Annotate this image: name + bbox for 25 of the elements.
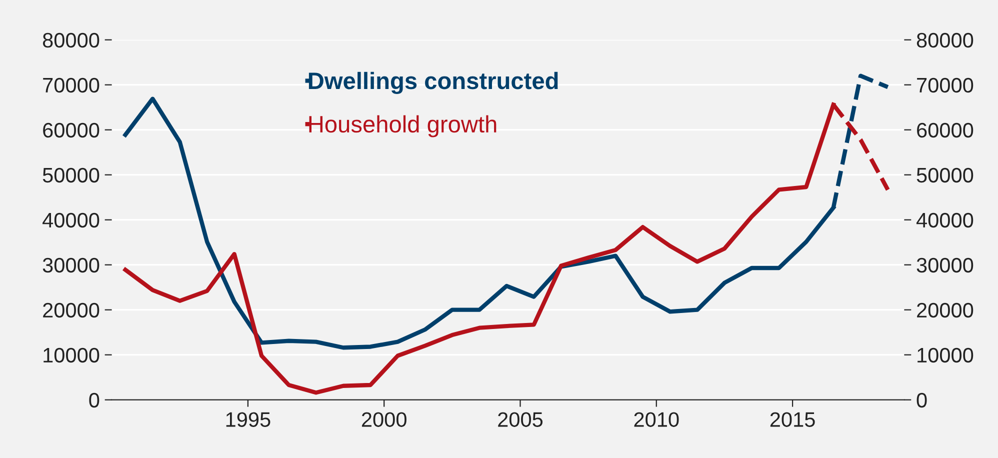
x-tick-label: 2010 (634, 412, 679, 427)
y-tick-label: 0 (89, 392, 100, 408)
y-tick-label: 70000 (43, 78, 100, 93)
x-tick-label: 2000 (362, 412, 406, 427)
y-tick-label: 20000 (43, 302, 100, 318)
y2-tick-label: 20000 (917, 302, 974, 318)
legend-label: Dwellings constructed (308, 72, 558, 94)
y-tick-label: 50000 (42, 168, 100, 183)
y2-tick-label: 30000 (916, 258, 974, 273)
y2-tick-label: 40000 (916, 212, 974, 228)
y2-tick-label: 70000 (917, 78, 974, 93)
y-tick-label: 80000 (42, 32, 100, 48)
x-tick-label: 2005 (498, 412, 543, 427)
y-tick-label: 10000 (44, 348, 100, 363)
x-tick-label: 2015 (770, 412, 815, 427)
y-tick-label: 60000 (43, 122, 100, 138)
y2-tick-label: 0 (916, 392, 927, 408)
y2-tick-label: 50000 (916, 168, 974, 183)
y2-tick-label: 80000 (916, 32, 974, 48)
y-tick-label: 30000 (42, 258, 100, 273)
y2-tick-label: 10000 (918, 348, 974, 363)
y2-tick-label: 60000 (917, 122, 974, 138)
legend-label: Household growth (309, 115, 496, 138)
x-tick-label: 1995 (226, 412, 270, 427)
y-tick-label: 40000 (42, 212, 100, 228)
